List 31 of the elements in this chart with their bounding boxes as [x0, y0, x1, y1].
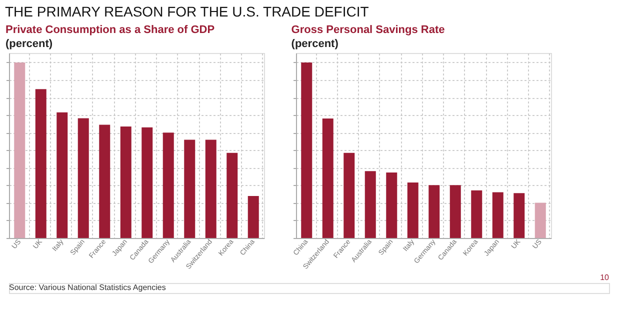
bar [450, 185, 461, 238]
bar [120, 126, 132, 238]
chart-title: Gross Personal Savings Rate [291, 24, 445, 36]
bar [534, 202, 546, 238]
chart-title: Private Consumption as a Share of GDP [6, 24, 215, 36]
bar [428, 185, 440, 238]
bar [205, 140, 216, 238]
bar [162, 132, 174, 238]
bar [56, 112, 68, 238]
bar [301, 62, 312, 238]
bar [407, 182, 418, 238]
bar [226, 152, 238, 238]
text: 10 [600, 273, 610, 282]
bar [142, 127, 153, 238]
bar [14, 62, 26, 238]
chart-subtitle: (percent) [6, 38, 53, 50]
bar [184, 140, 196, 238]
bar [492, 192, 504, 238]
bar [35, 89, 46, 238]
chart-subtitle: (percent) [291, 38, 339, 50]
bar [471, 190, 482, 238]
bar [514, 193, 525, 238]
bar [364, 171, 376, 238]
source-note: Source: Various National Statistics Agencies [9, 283, 166, 292]
bar [386, 172, 398, 238]
bar [344, 152, 355, 238]
bar [322, 118, 334, 238]
bar [78, 118, 89, 238]
bar [248, 196, 259, 238]
bar [99, 124, 110, 238]
text: THE PRIMARY REASON FOR THE U.S. TRADE DEFICIT [5, 4, 370, 20]
